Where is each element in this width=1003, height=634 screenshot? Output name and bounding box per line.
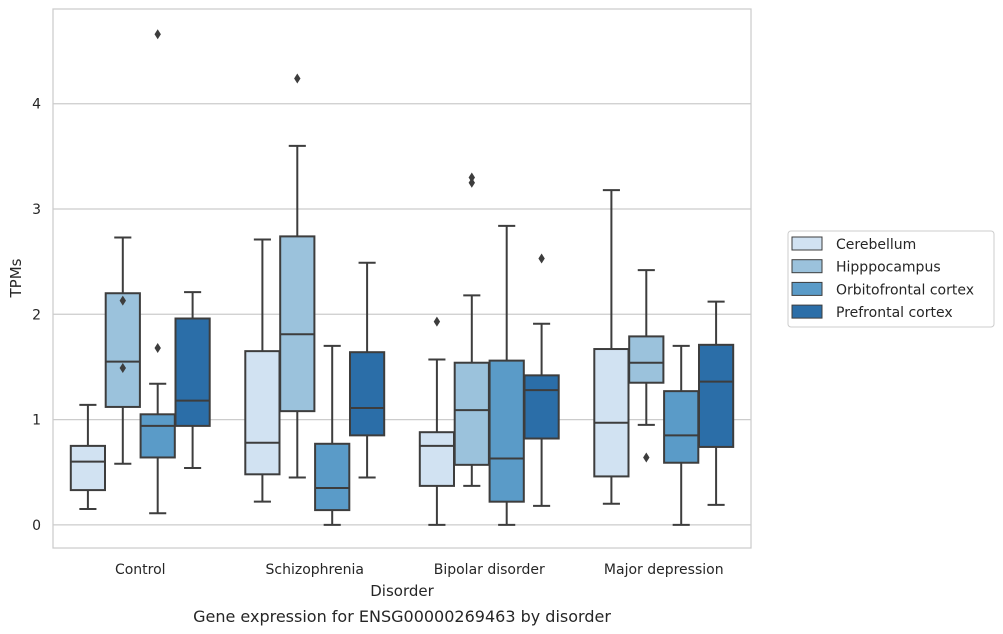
box-schizophrenia [314, 344, 351, 526]
x-tick-label: Major depression [604, 562, 724, 578]
box-body [453, 361, 490, 466]
legend-label: Cerebellum [836, 237, 916, 253]
box-bipolar-disorder [453, 172, 490, 487]
outlier-point [433, 316, 441, 327]
box-bipolar-disorder [488, 224, 525, 526]
box-body [523, 374, 560, 440]
legend: Cerebellum Hipppocampus Orbitofrontal cort… [787, 230, 995, 328]
y-tick-label: 2 [32, 307, 41, 323]
y-tick-label: 0 [32, 518, 41, 534]
box-body [104, 292, 141, 408]
box-body [314, 442, 351, 512]
legend-swatch [791, 281, 823, 296]
outlier-point [154, 29, 161, 40]
x-tick-label: Bipolar disorder [434, 562, 545, 578]
outlier-point [468, 177, 475, 188]
series-cerebellum [69, 189, 630, 526]
series-orbitofrontal-cortex [139, 29, 700, 526]
box-body [348, 351, 386, 437]
box-body [139, 413, 176, 459]
box-major-depression [628, 269, 665, 463]
box-body [663, 390, 700, 464]
legend-item: Cerebellum [791, 236, 916, 253]
series-hipppocampus [104, 73, 665, 487]
box-body [593, 348, 630, 478]
plot-frame [52, 8, 752, 549]
box-major-depression [593, 189, 630, 505]
outlier-point [294, 73, 301, 84]
outlier-point [119, 362, 126, 373]
legend-item: Orbitofrontal cortex [791, 281, 974, 298]
legend-label: Prefrontal cortex [836, 305, 953, 321]
legend-label: Hipppocampus [836, 260, 941, 276]
box-control [174, 291, 211, 469]
outlier-point [538, 253, 545, 264]
box-body [279, 235, 316, 413]
box-bipolar-disorder [523, 253, 560, 507]
box-series [69, 29, 735, 526]
box-schizophrenia [279, 73, 316, 479]
legend-item: Prefrontal cortex [791, 304, 953, 321]
y-tick-label: 4 [32, 97, 41, 113]
legend-swatch [791, 304, 823, 319]
box-body [697, 343, 735, 448]
box-control [104, 236, 141, 465]
legend-swatch [791, 236, 823, 251]
x-axis-label: Disorder [370, 582, 434, 600]
box-body [174, 317, 211, 427]
box-body [628, 335, 665, 384]
box-major-depression [697, 300, 735, 506]
legend-swatch [791, 259, 823, 274]
chart-caption: Gene expression for ENSG00000269463 by d… [193, 607, 611, 626]
box-schizophrenia [348, 261, 386, 479]
outlier-point [119, 295, 126, 306]
y-tick-label: 1 [32, 413, 41, 429]
legend-label: Orbitofrontal cortex [836, 282, 974, 298]
box-body [488, 359, 525, 503]
x-tick-label: Control [115, 562, 166, 578]
series-prefrontal-cortex [174, 253, 735, 507]
x-tick-labels: Control Schizophrenia Bipolar disorder Majo… [115, 562, 724, 578]
outlier-point [643, 452, 650, 463]
box-schizophrenia [244, 238, 281, 503]
x-tick-label: Schizophrenia [266, 562, 364, 578]
y-axis-label: TPMs [7, 258, 25, 298]
box-body [69, 444, 107, 492]
box-control [69, 403, 107, 511]
box-body [244, 350, 281, 476]
outlier-point [468, 172, 475, 183]
box-bipolar-disorder [418, 316, 456, 526]
box-major-depression [663, 344, 700, 526]
y-tick-label: 3 [32, 202, 41, 218]
legend-item: Hipppocampus [791, 259, 941, 276]
legend-frame [787, 230, 995, 328]
y-tick-labels: 0 1 2 3 4 [32, 97, 41, 534]
box-control [139, 29, 176, 515]
outlier-point [154, 342, 161, 353]
box-body [418, 431, 456, 487]
